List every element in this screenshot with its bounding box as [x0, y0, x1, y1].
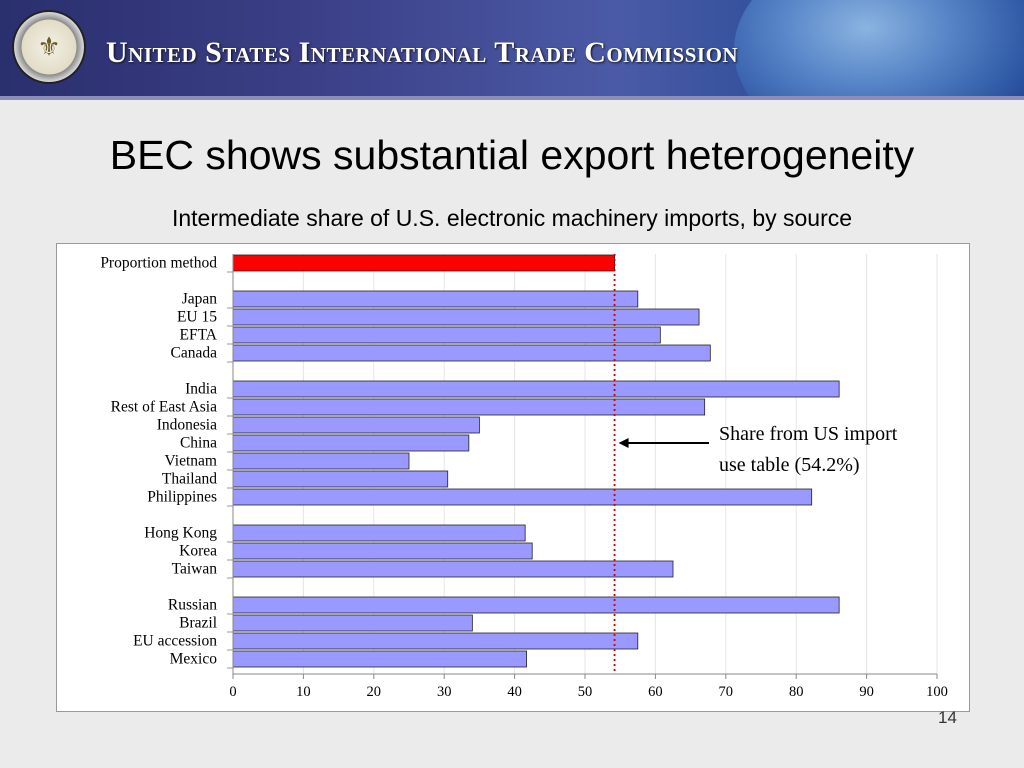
chart-area: Proportion method Japan EU 15 EFTA Canada Ind… [56, 243, 970, 712]
category-label: Thailand [162, 471, 217, 488]
category-label: Indonesia [157, 417, 217, 434]
page-number: 14 [938, 708, 957, 727]
x-tick-label: 50 [578, 684, 593, 700]
category-label: Korea [179, 543, 217, 560]
bar [232, 398, 706, 416]
bar [232, 434, 470, 452]
x-tick-label: 70 [719, 684, 734, 700]
x-tick-label: 30 [437, 684, 452, 700]
category-label: Japan [182, 291, 218, 308]
annotation-arrowhead [618, 438, 629, 448]
category-label: Proportion method [100, 255, 217, 272]
category-label: EFTA [179, 327, 217, 344]
banner-rule [0, 96, 1024, 100]
category-label: Rest of East Asia [111, 399, 217, 416]
category-label: Canada [171, 345, 218, 362]
category-label: EU accession [133, 633, 217, 650]
x-tick-label: 0 [229, 684, 236, 700]
category-label: Vietnam [165, 453, 217, 470]
agency-name: United States International Trade Commis… [106, 36, 739, 69]
category-label: EU 15 [177, 309, 217, 326]
usitc-seal-icon: ⚜ [14, 12, 84, 82]
annotation-text-line2: use table (54.2%) [719, 454, 860, 476]
bar [232, 380, 840, 398]
bar [232, 614, 473, 632]
bar [232, 308, 700, 326]
x-tick-label: 60 [648, 684, 663, 700]
bar [232, 524, 526, 542]
bar [232, 254, 615, 272]
bar [232, 542, 533, 560]
header-banner: ⚜ United States International Trade Comm… [0, 0, 1024, 100]
category-label: Russian [168, 597, 217, 614]
category-label: Philippines [147, 489, 217, 506]
bar [232, 596, 840, 614]
chart-subtitle: Intermediate share of U.S. electronic ma… [171, 205, 853, 231]
bar [232, 416, 480, 434]
bar [232, 560, 674, 578]
annotation-text-line1: Share from US import [719, 423, 898, 445]
category-label: Taiwan [172, 561, 218, 578]
globe-graphic [734, 0, 1024, 100]
x-tick-label: 10 [296, 684, 311, 700]
bar [232, 470, 449, 488]
x-tick-label: 90 [859, 684, 874, 700]
bar [232, 290, 639, 308]
category-label: Mexico [170, 651, 218, 668]
bar [232, 344, 711, 362]
x-tick-label: 80 [789, 684, 804, 700]
bar [232, 452, 410, 470]
bar [232, 488, 813, 506]
category-label: Brazil [179, 615, 217, 632]
x-tick-label: 40 [507, 684, 521, 700]
bar [232, 326, 661, 344]
x-tick-label: 20 [367, 684, 382, 700]
category-label: Hong Kong [144, 525, 217, 542]
slide-title: BEC shows substantial export heterogenei… [109, 132, 915, 178]
category-label: China [180, 435, 217, 452]
bar [232, 650, 527, 668]
category-label: India [185, 381, 217, 398]
bar [232, 632, 639, 650]
x-tick-label: 100 [926, 684, 948, 700]
